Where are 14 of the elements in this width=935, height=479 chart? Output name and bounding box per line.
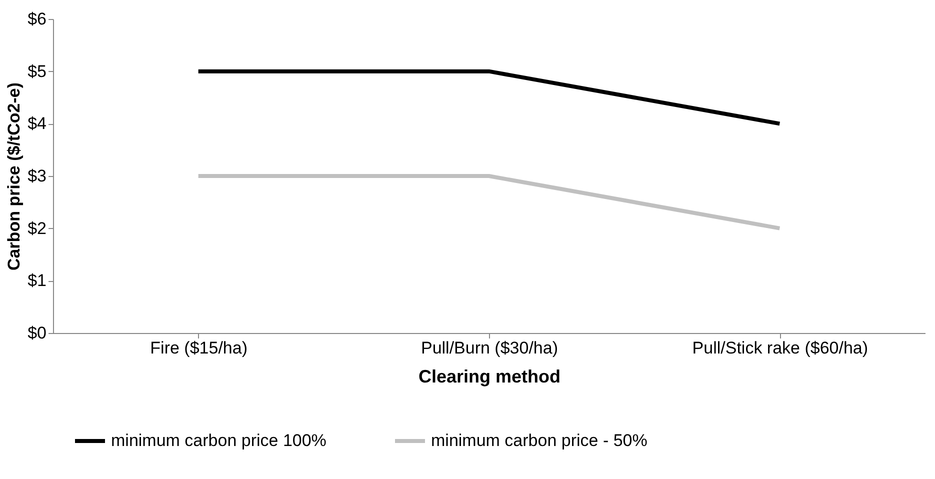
y-tick-label: $1 [28, 271, 46, 290]
legend-label: minimum carbon price - 50% [431, 431, 648, 450]
x-tick-label: Fire ($15/ha) [150, 338, 248, 358]
x-axis-title: Clearing method [418, 366, 561, 386]
y-tick-label: $3 [28, 166, 46, 186]
y-tick-label: $4 [28, 114, 46, 134]
y-tick-label: $2 [28, 218, 46, 238]
legend-label: minimum carbon price 100% [111, 431, 326, 450]
y-tick-label: $6 [28, 10, 46, 28]
y-axis-title: Carbon price ($/tCo2-e) [4, 82, 24, 270]
x-tick-label: Pull/Burn ($30/ha) [420, 338, 558, 358]
y-tick-label: $0 [28, 324, 46, 342]
x-tick-label: Pull/Stick rake ($60/ha) [692, 338, 868, 358]
y-tick-label: $5 [28, 62, 46, 81]
